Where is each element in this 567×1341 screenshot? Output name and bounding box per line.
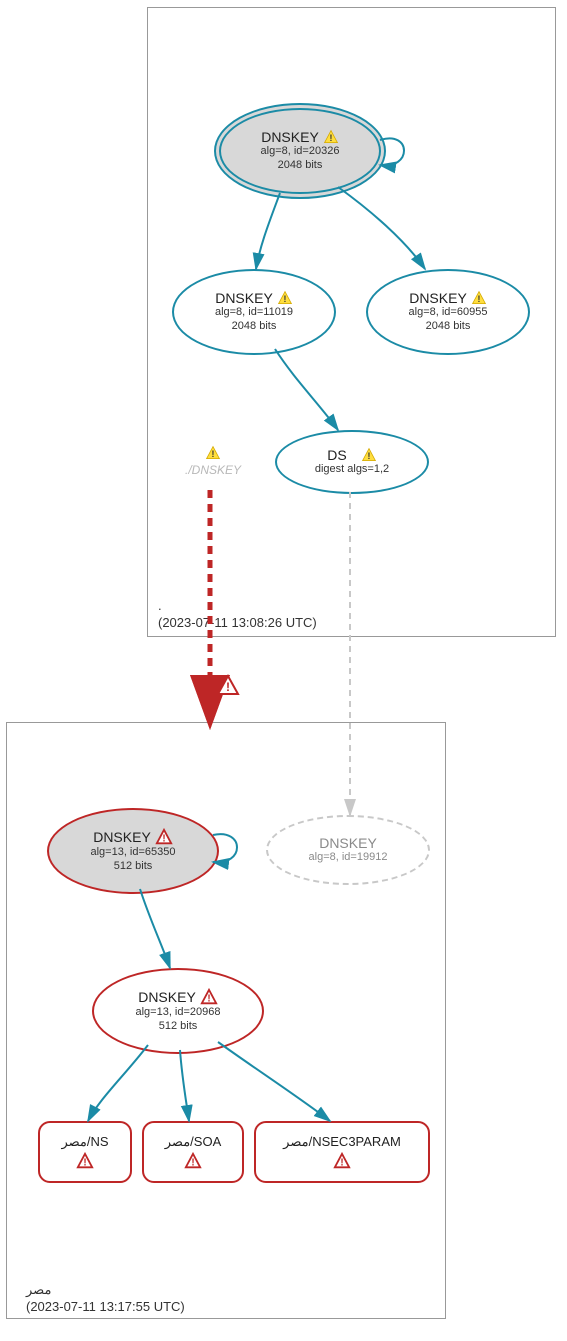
root-zsk1-line1: alg=8, id=11019	[215, 306, 293, 320]
rr-ns-title: مصر/NS	[61, 1134, 108, 1150]
svg-text:!: !	[83, 1158, 86, 1169]
child-zsk-line2: 512 bits	[159, 1020, 198, 1034]
node-child-zsk: DNSKEY ! alg=13, id=20968 512 bits	[92, 968, 264, 1054]
zone-root-dot: .	[158, 598, 162, 613]
error-icon: !	[76, 1152, 94, 1170]
node-child-ksk: DNSKEY ! alg=13, id=65350 512 bits	[47, 808, 219, 894]
child-zsk-title: DNSKEY	[138, 989, 196, 1005]
zone-child-timestamp: (2023-07-11 13:17:55 UTC)	[26, 1299, 185, 1314]
svg-text:!: !	[283, 294, 286, 304]
svg-text:!: !	[162, 834, 165, 845]
root-zsk2-line2: 2048 bits	[426, 320, 471, 334]
ds-line1: digest algs=1,2	[315, 463, 389, 477]
error-icon: !	[155, 828, 173, 846]
child-zsk-title-row: DNSKEY !	[138, 988, 218, 1006]
svg-text:!: !	[340, 1158, 343, 1169]
root-ksk-line2: 2048 bits	[278, 159, 323, 173]
error-icon: !	[333, 1152, 351, 1170]
svg-text:!: !	[226, 680, 230, 694]
child-ksk-title: DNSKEY	[93, 829, 151, 845]
child-missing-title: DNSKEY	[319, 835, 377, 851]
warning-icon: !	[323, 129, 339, 145]
ds-title: DS	[327, 447, 346, 463]
child-zsk-line1: alg=13, id=20968	[135, 1006, 220, 1020]
root-zsk1-title: DNSKEY	[215, 290, 273, 306]
warning-icon: !	[205, 445, 221, 461]
child-ksk-title-row: DNSKEY !	[93, 828, 173, 846]
node-root-zsk1-title-row: DNSKEY !	[215, 290, 293, 306]
root-zsk2-title: DNSKEY	[409, 290, 467, 306]
zone-child-name: مصر	[26, 1282, 51, 1297]
child-ksk-line2: 512 bits	[114, 860, 153, 874]
root-zsk1-line2: 2048 bits	[232, 320, 277, 334]
node-root-zsk2-title-row: DNSKEY !	[409, 290, 487, 306]
root-ksk-line1: alg=8, id=20326	[261, 145, 340, 159]
node-placeholder: ! ./DNSKEY	[167, 445, 259, 477]
error-icon: !	[184, 1152, 202, 1170]
zone-root-label: . (2023-07-11 13:08:26 UTC)	[158, 598, 317, 632]
svg-text:!: !	[367, 451, 370, 461]
child-missing-line1: alg=8, id=19912	[309, 851, 388, 865]
placeholder-title: ./DNSKEY	[185, 463, 241, 477]
node-rr-soa: مصر/SOA !	[142, 1121, 244, 1183]
node-root-ksk: DNSKEY ! alg=8, id=20326 2048 bits	[219, 108, 381, 194]
zone-root-timestamp: (2023-07-11 13:08:26 UTC)	[158, 615, 317, 630]
node-rr-ns: مصر/NS !	[38, 1121, 132, 1183]
svg-text:!: !	[207, 994, 210, 1005]
node-child-missing: DNSKEY alg=8, id=19912	[266, 815, 430, 885]
svg-text:!: !	[329, 133, 332, 143]
node-root-zsk1: DNSKEY ! alg=8, id=11019 2048 bits	[172, 269, 336, 355]
svg-text:!: !	[191, 1158, 194, 1169]
root-ksk-title: DNSKEY	[261, 129, 319, 145]
node-root-zsk2: DNSKEY ! alg=8, id=60955 2048 bits	[366, 269, 530, 355]
error-icon: !	[200, 988, 218, 1006]
rr-nsec3-title: مصر/NSEC3PARAM	[283, 1134, 401, 1150]
node-rr-nsec3: مصر/NSEC3PARAM !	[254, 1121, 430, 1183]
ds-title-row: DS !	[327, 447, 376, 463]
rr-soa-title: مصر/SOA	[165, 1134, 222, 1150]
node-ds: DS ! digest algs=1,2	[275, 430, 429, 494]
svg-text:!: !	[212, 449, 215, 459]
root-zsk2-line1: alg=8, id=60955	[409, 306, 488, 320]
warning-icon: !	[361, 447, 377, 463]
child-ksk-line1: alg=13, id=65350	[90, 846, 175, 860]
node-root-ksk-title-row: DNSKEY !	[261, 129, 339, 145]
zone-child-label: مصر (2023-07-11 13:17:55 UTC)	[26, 1282, 185, 1316]
warning-icon: !	[277, 290, 293, 306]
svg-text:!: !	[477, 294, 480, 304]
warning-icon: !	[471, 290, 487, 306]
